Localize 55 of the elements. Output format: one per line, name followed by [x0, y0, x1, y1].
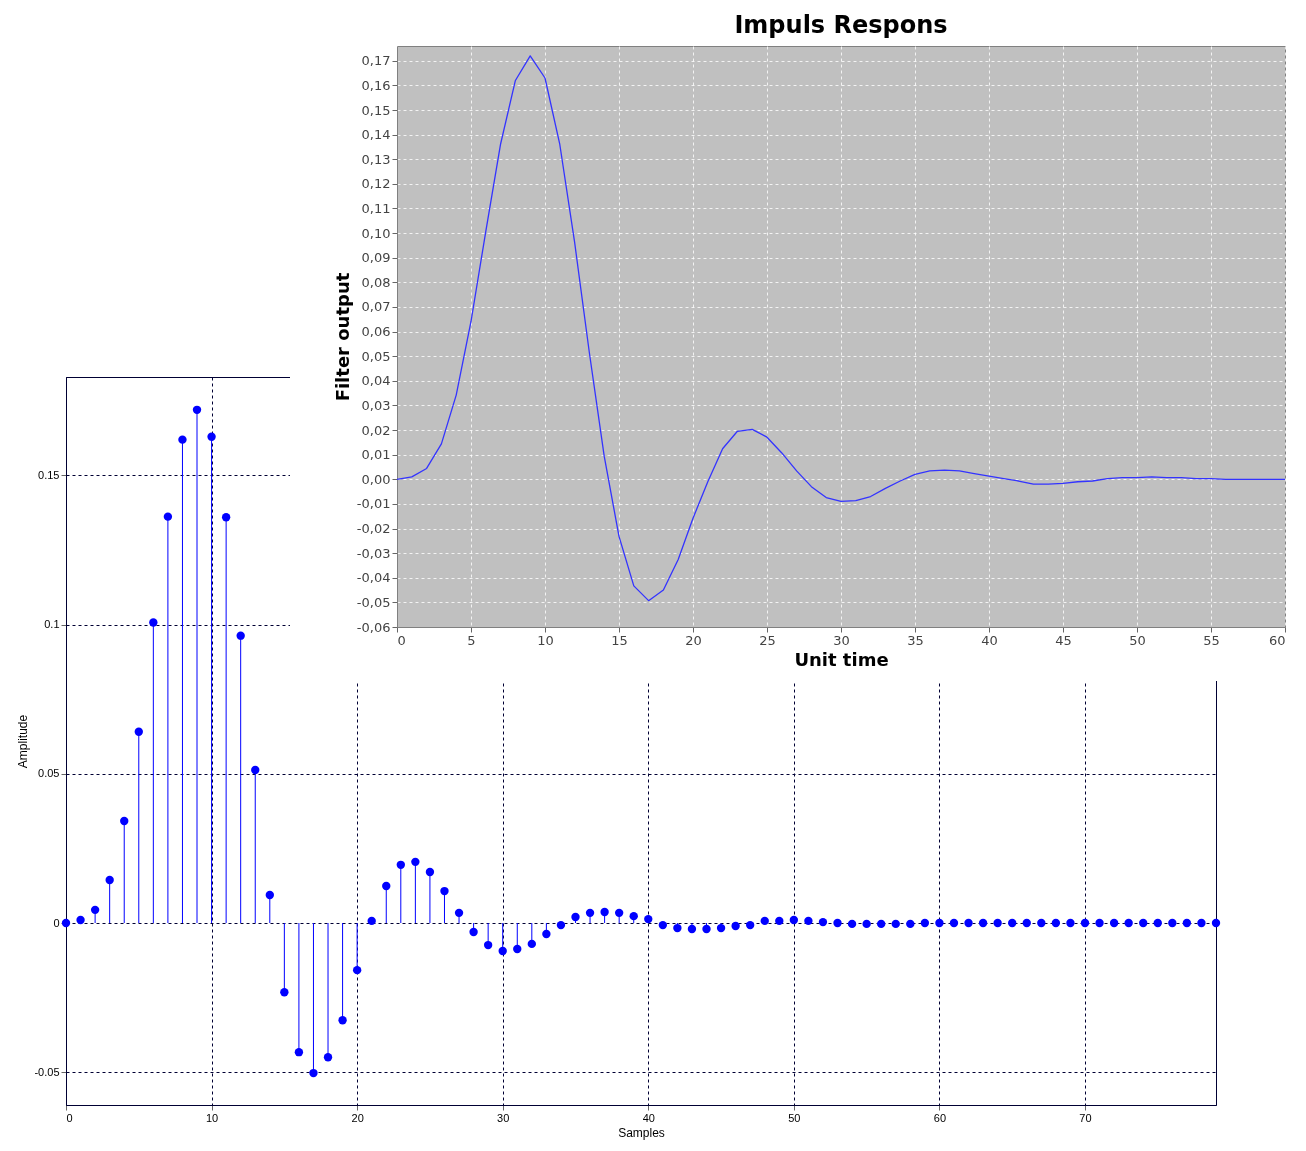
- y-tick-label: 0.15: [38, 468, 60, 481]
- y-tick-label: 0,02: [361, 422, 391, 438]
- x-tick-label: 40: [981, 632, 998, 648]
- y-tick-label: 0,16: [361, 77, 391, 93]
- y-tick-label: 0,14: [361, 127, 391, 143]
- x-tick-label: 50: [788, 1111, 801, 1124]
- y-tick-label: 0,13: [361, 151, 391, 167]
- y-tick-label: 0,09: [361, 250, 391, 266]
- x-tick-label: 20: [351, 1111, 364, 1124]
- y-tick-label: 0,08: [361, 274, 391, 290]
- y-tick-label: -0,01: [356, 496, 391, 512]
- y-tick-label: 0,15: [361, 102, 391, 118]
- y-tick-label: 0,04: [361, 373, 391, 389]
- y-axis-title: Filter output: [331, 272, 353, 402]
- x-tick-label: 25: [759, 632, 776, 648]
- y-axis-title: Amplitude: [16, 714, 31, 769]
- y-tick-label: 0,10: [361, 225, 391, 241]
- y-tick-label: 0,03: [361, 397, 391, 413]
- x-axis-title: Unit time: [794, 648, 889, 670]
- x-tick-label: 60: [933, 1111, 947, 1124]
- y-tick-label: -0,04: [356, 570, 391, 586]
- y-tick-label: -0,06: [356, 619, 391, 635]
- x-tick-label: 20: [685, 632, 702, 648]
- y-tick-label: 0,00: [361, 471, 391, 487]
- x-tick-label: 30: [497, 1111, 510, 1124]
- y-tick-label: 0,01: [361, 447, 391, 463]
- x-axis-title: Samples: [618, 1125, 665, 1140]
- y-tick-label: -0,02: [356, 521, 391, 537]
- x-tick-label: 10: [537, 632, 554, 648]
- x-tick-label: 0: [66, 1111, 73, 1124]
- y-tick-label: 0,11: [361, 200, 391, 216]
- x-tick-label: 0: [397, 632, 406, 648]
- x-tick-label: 55: [1203, 632, 1220, 648]
- y-tick-label: 0,06: [361, 324, 391, 340]
- x-tick-label: 5: [467, 632, 476, 648]
- y-tick-label: 0.05: [38, 767, 60, 780]
- x-tick-label: 15: [611, 632, 628, 648]
- y-tick-label: 0.1: [44, 618, 60, 631]
- x-tick-label: 60: [1268, 632, 1286, 648]
- y-tick-label: -0,05: [356, 594, 391, 610]
- x-tick-label: 70: [1079, 1111, 1092, 1124]
- y-tick-label: -0,03: [356, 545, 391, 561]
- chart-title: Impuls Respons: [734, 11, 948, 39]
- y-tick-label: 0,17: [361, 53, 391, 69]
- y-tick-label: -0.05: [34, 1065, 60, 1078]
- x-tick-label: 30: [833, 632, 850, 648]
- y-tick-label: 0,12: [361, 176, 391, 192]
- y-tick-label: 0,07: [361, 299, 391, 315]
- x-tick-label: 40: [642, 1111, 655, 1124]
- x-tick-label: 45: [1055, 632, 1072, 648]
- x-tick-label: 50: [1129, 632, 1146, 648]
- x-tick-label: 35: [907, 632, 924, 648]
- y-tick-label: 0: [53, 916, 60, 929]
- y-tick-label: 0,05: [361, 348, 391, 364]
- x-tick-label: 10: [205, 1111, 219, 1124]
